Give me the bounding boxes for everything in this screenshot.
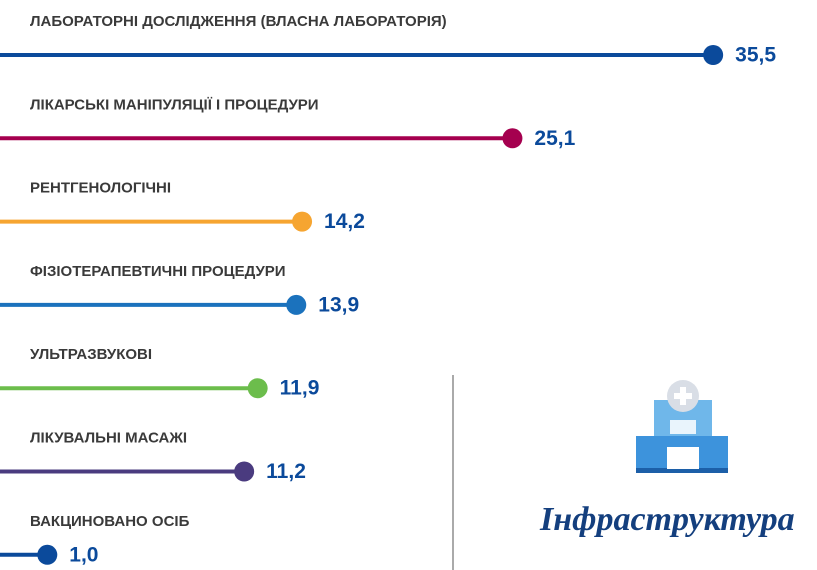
value-label: 1,0	[69, 543, 98, 566]
value-label: 13,9	[318, 293, 359, 316]
category-label: ЛАБОРАТОРНІ ДОСЛІДЖЕННЯ (ВЛАСНА ЛАБОРАТО…	[30, 13, 447, 30]
value-label: 11,2	[266, 460, 306, 483]
side-title: Інфраструктура	[539, 501, 795, 538]
hospital-icon	[636, 380, 728, 473]
category-label: ФІЗІОТЕРАПЕВТИЧНІ ПРОЦЕДУРИ	[30, 263, 286, 280]
value-label: 35,5	[735, 44, 776, 67]
category-label: ЛІКУВАЛЬНІ МАСАЖІ	[30, 429, 187, 446]
dot	[286, 294, 307, 315]
value-label: 14,2	[324, 210, 365, 233]
category-label: ЛІКАРСЬКІ МАНІПУЛЯЦІЇ І ПРОЦЕДУРИ	[30, 96, 319, 113]
dot	[37, 544, 58, 565]
dot	[234, 461, 255, 482]
value-label: 25,1	[534, 127, 575, 150]
dot	[703, 45, 724, 65]
category-label: УЛЬТРАЗВУКОВІ	[30, 346, 152, 363]
value-label: 11,9	[280, 377, 320, 400]
category-label: РЕНТГЕНОЛОГІЧНІ	[30, 180, 171, 197]
category-label: ВАКЦИНОВАНО ОСІБ	[30, 513, 190, 530]
dot	[292, 211, 313, 232]
dot	[502, 128, 523, 149]
dot	[247, 378, 268, 399]
